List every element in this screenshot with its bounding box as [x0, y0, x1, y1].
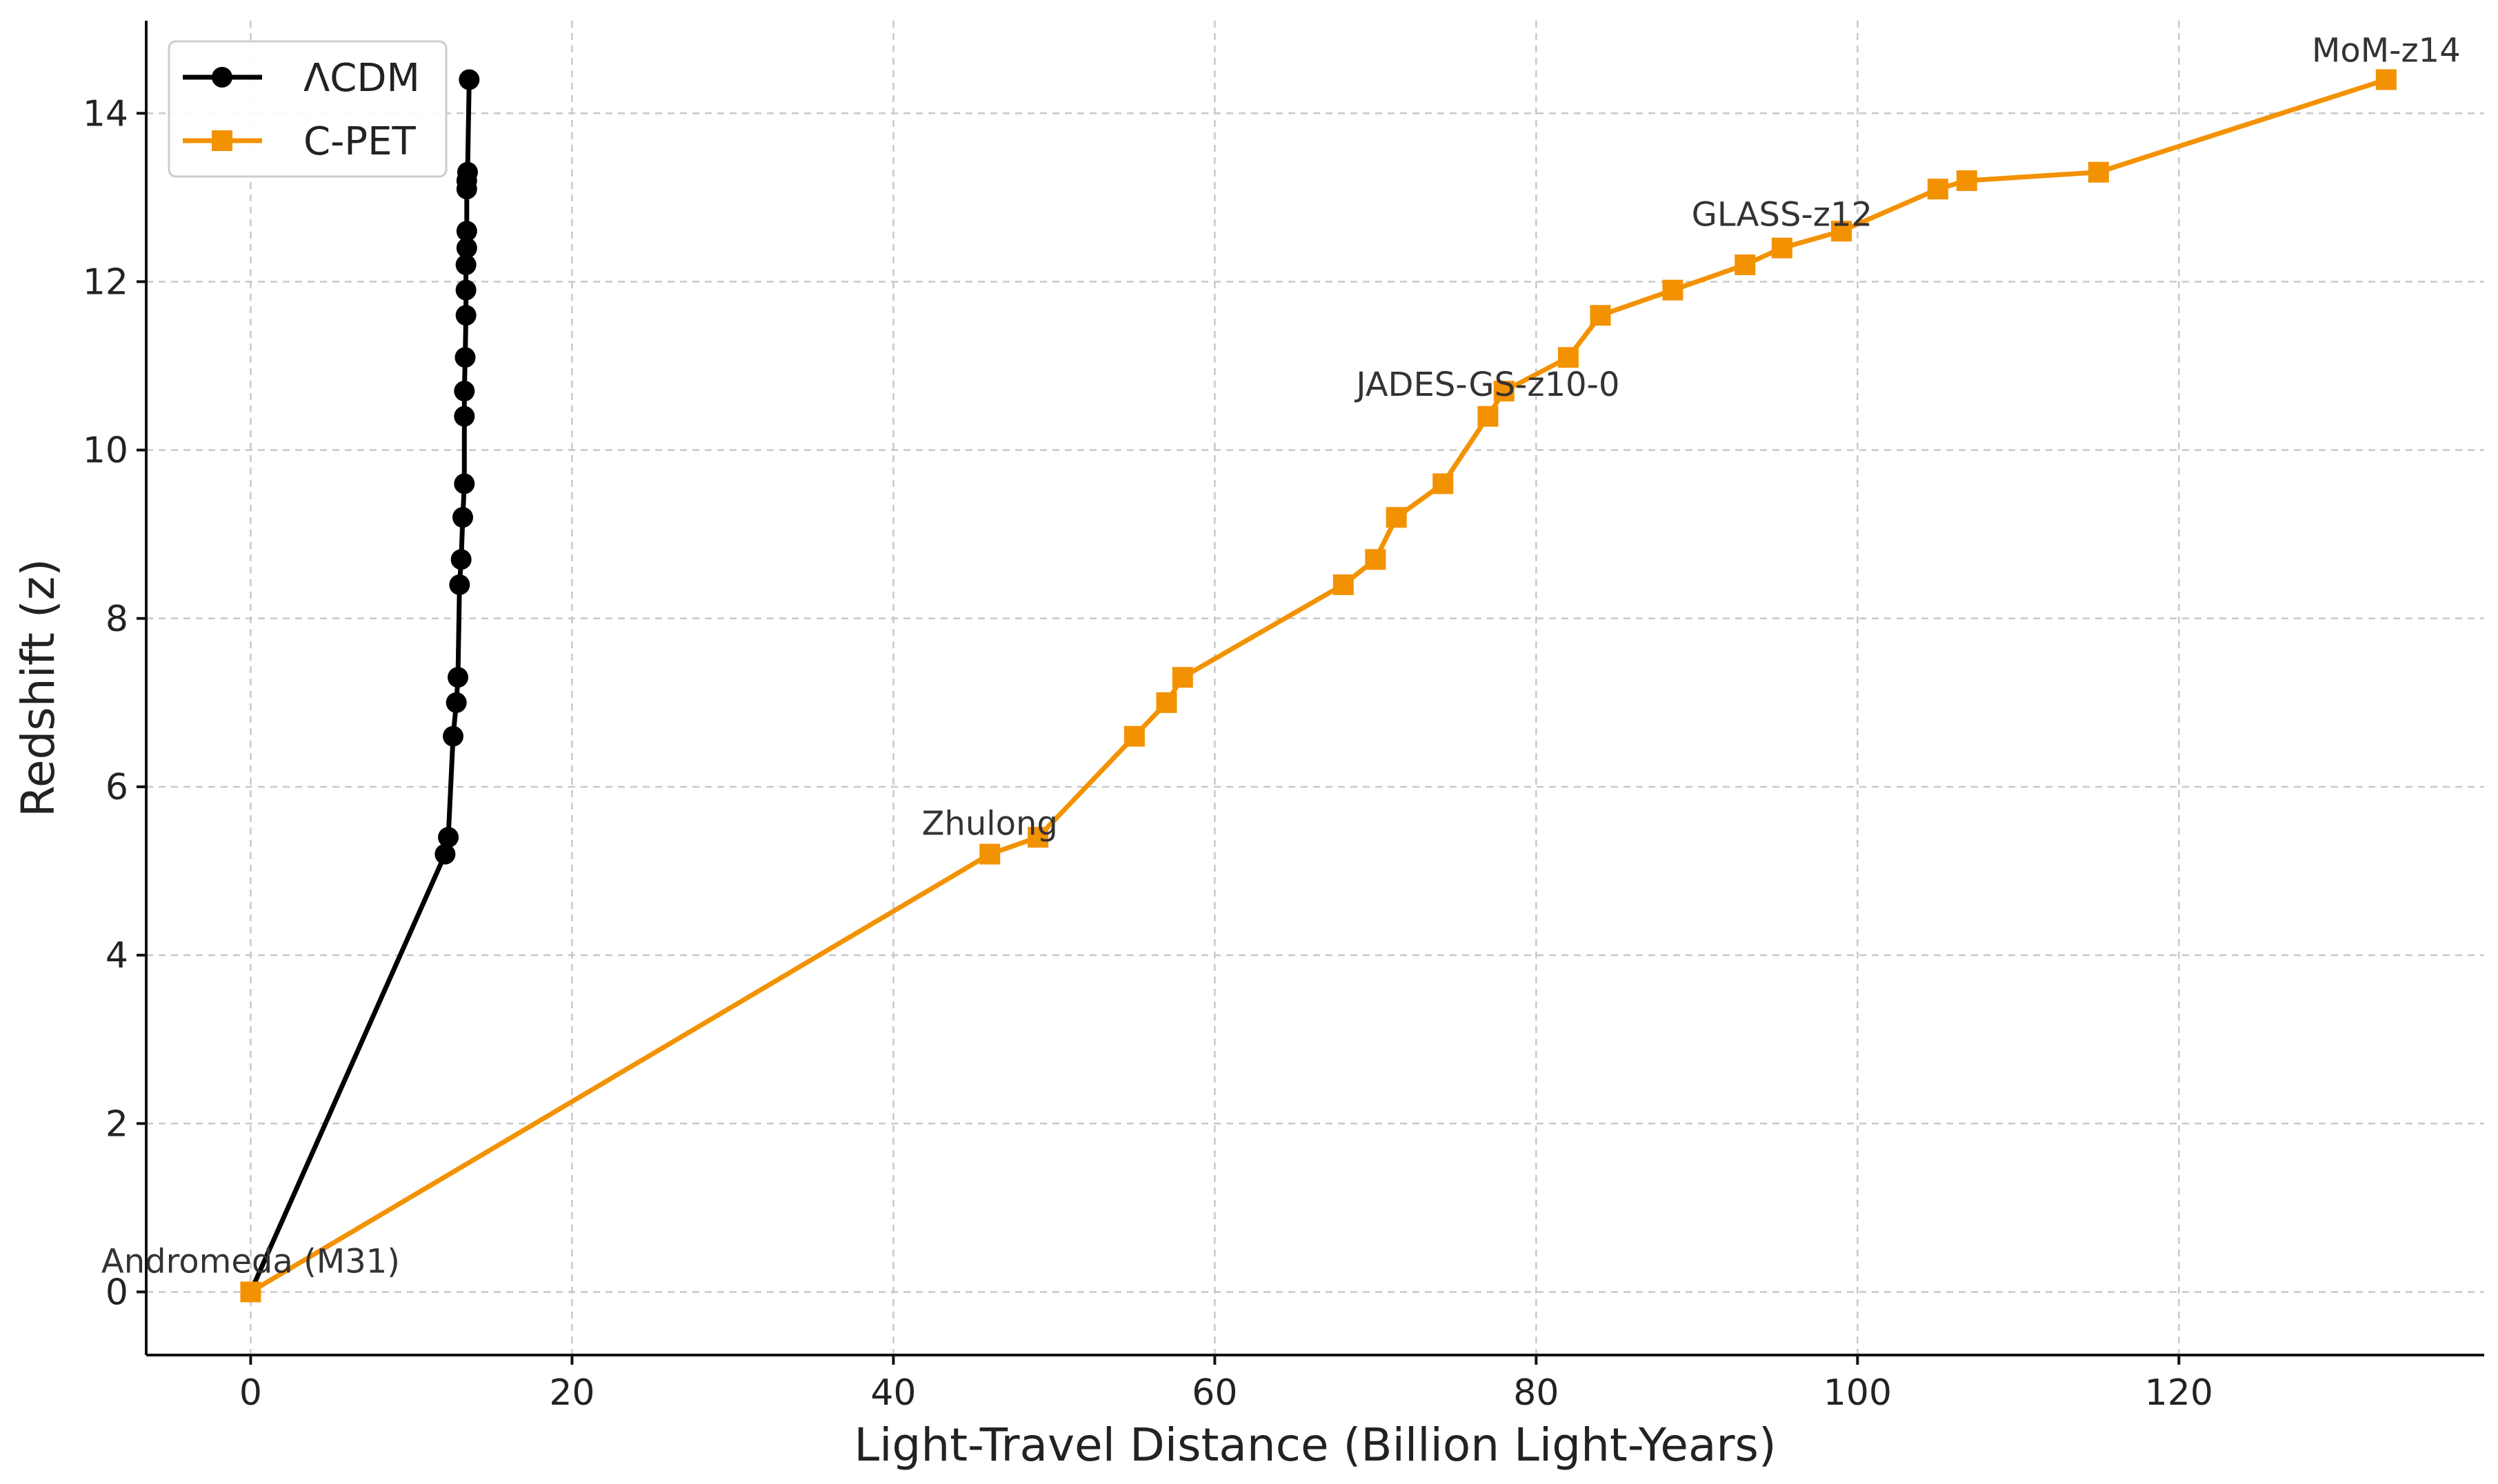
legend-label: C-PET — [303, 119, 416, 164]
x-tick-label: 0 — [239, 1372, 262, 1414]
y-axis-label: Redshift (z) — [12, 559, 65, 817]
data-point-circle — [450, 549, 472, 570]
data-point-circle — [455, 305, 477, 326]
data-point-square — [1735, 254, 1756, 276]
y-tick-label: 6 — [106, 767, 128, 808]
data-point-square — [1123, 725, 1145, 747]
data-point-square — [2088, 161, 2109, 183]
data-point-square — [1662, 279, 1683, 301]
axes: 0 20 40 60 80 100 120 0 2 4 6 8 10 12 14 — [83, 21, 2484, 1414]
data-point-square — [1332, 574, 1354, 595]
series-layer — [240, 69, 2397, 1303]
data-point-square — [1831, 221, 1852, 242]
data-point-square — [1590, 305, 1611, 326]
data-point-square — [1771, 237, 1792, 259]
data-point-circle — [452, 507, 473, 528]
data-point-circle — [456, 221, 477, 242]
y-tick-label: 12 — [83, 261, 128, 303]
data-point-circle — [449, 574, 470, 595]
data-point-square — [1477, 405, 1499, 427]
point-annotation: MoM-z14 — [2312, 31, 2461, 70]
x-tick-label: 100 — [1823, 1372, 1892, 1414]
data-point-circle — [455, 254, 477, 276]
data-point-circle — [454, 347, 476, 368]
x-tick-label: 80 — [1513, 1372, 1559, 1414]
y-tick-label: 10 — [83, 430, 128, 472]
legend-item: ΛCDM — [183, 56, 420, 101]
point-annotation: JADES-GS-z10-0 — [1354, 365, 1619, 404]
y-tick-label: 8 — [106, 599, 128, 640]
x-tick-label: 40 — [870, 1372, 916, 1414]
data-point-square — [1956, 170, 1977, 191]
data-point-square — [1172, 667, 1193, 688]
y-tick-label: 14 — [83, 93, 128, 134]
series-1 — [240, 69, 2397, 1303]
data-point-square — [2375, 69, 2397, 90]
data-point-circle — [455, 279, 477, 301]
data-point-circle — [459, 69, 480, 90]
data-point-square — [240, 1281, 261, 1303]
data-point-circle — [454, 405, 475, 427]
data-point-circle — [456, 237, 477, 259]
data-point-circle — [446, 692, 467, 713]
series-line — [248, 77, 2389, 1294]
x-axis-label: Light-Travel Distance (Billion Light-Yea… — [854, 1418, 1776, 1472]
x-tick-label: 20 — [549, 1372, 594, 1414]
data-point-circle — [454, 473, 475, 494]
data-point-square — [1386, 507, 1407, 528]
data-point-square — [1156, 692, 1177, 713]
data-point-square — [1927, 179, 1948, 200]
legend-label: ΛCDM — [303, 56, 420, 101]
y-tick-label: 2 — [106, 1103, 128, 1145]
data-point-square — [1493, 381, 1515, 402]
data-point-circle — [454, 381, 475, 402]
y-tick-label: 4 — [106, 935, 128, 976]
data-point-square — [1028, 827, 1049, 848]
legend-item: C-PET — [183, 119, 416, 164]
x-tick-label: 120 — [2145, 1372, 2213, 1414]
point-annotation: Andromeda (M31) — [101, 1242, 400, 1281]
data-point-square — [1365, 549, 1386, 570]
y-tick-label: 0 — [106, 1272, 128, 1313]
data-point-square — [1432, 473, 1454, 494]
data-point-square — [979, 843, 1001, 865]
data-point-circle — [438, 827, 459, 848]
annotations: Andromeda (M31) Zhulong JADES-GS-z10-0 GLAS… — [101, 31, 2461, 1281]
data-point-square — [1557, 347, 1579, 368]
data-point-circle — [434, 843, 456, 865]
point-annotation: Zhulong — [922, 805, 1058, 843]
legend: ΛCDM C-PET — [168, 40, 448, 178]
data-point-circle — [443, 725, 464, 747]
data-point-circle — [457, 161, 478, 183]
x-tick-label: 60 — [1192, 1372, 1237, 1414]
series-0 — [240, 69, 480, 1303]
point-annotation: GLASS-z12 — [1692, 196, 1872, 234]
grid — [146, 21, 2484, 1355]
legend-marker-square — [212, 130, 232, 151]
data-point-circle — [448, 667, 468, 688]
series-line — [248, 77, 472, 1294]
legend-marker-circle — [212, 67, 232, 88]
